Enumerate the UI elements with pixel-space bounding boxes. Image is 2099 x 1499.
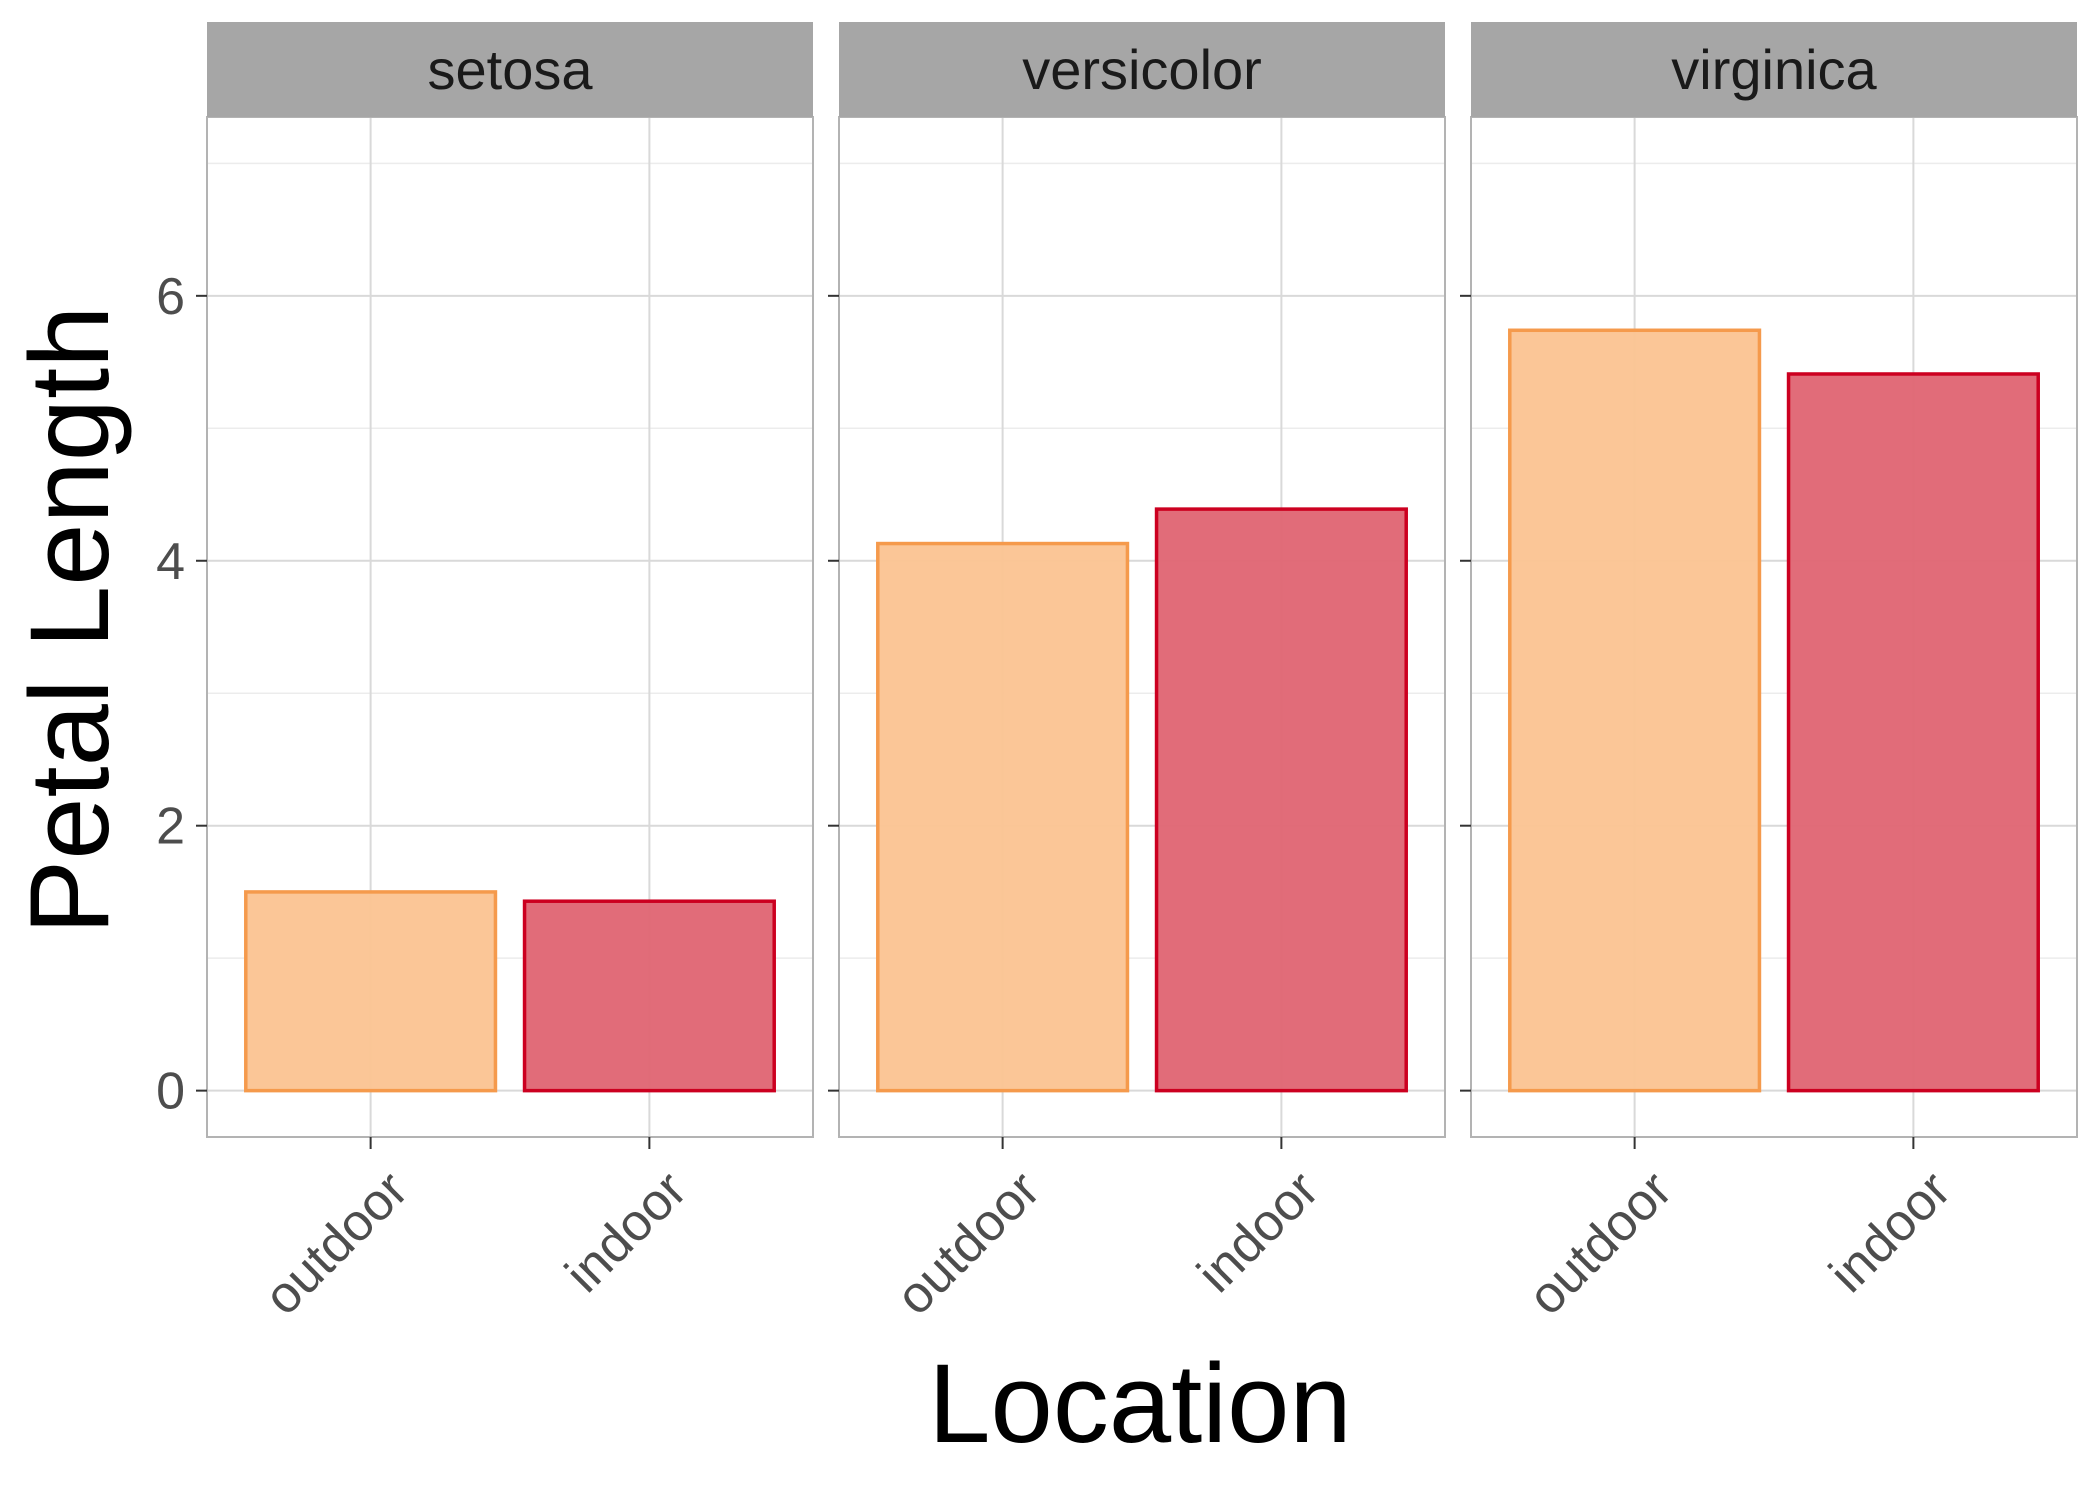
facet-panel-versicolor: versicolor outdoor indoor [828, 22, 1446, 1326]
facet-strip [207, 22, 813, 117]
facet-strip-label: versicolor [1022, 38, 1262, 101]
bar-virginica-outdoor [1508, 328, 1762, 1093]
facet-panel-virginica: virginica outdoor indoor [1460, 22, 2078, 1326]
bar-versicolor-indoor [1154, 507, 1408, 1093]
bar-setosa-indoor [522, 899, 776, 1093]
y-tick-label: 0 [156, 1063, 185, 1121]
x-tick-label: outdoor [885, 1160, 1051, 1326]
y-axis-title: Petal Length [7, 306, 132, 935]
x-tick-label: indoor [555, 1160, 698, 1303]
bar-versicolor-outdoor [876, 541, 1130, 1093]
y-tick-label: 6 [156, 268, 185, 326]
x-tick-label: outdoor [1517, 1160, 1683, 1326]
facet-strip-label: setosa [428, 38, 594, 101]
x-tick-label: indoor [1187, 1160, 1330, 1303]
facet-strip [1471, 22, 2077, 117]
x-axis-title: Location [928, 1341, 1351, 1466]
facet-strip [839, 22, 1445, 117]
panels-layer: setosa outdoor indoor versicolor outdoor indo… [156, 22, 2078, 1326]
facet-panel-setosa: setosa outdoor indoor [196, 22, 814, 1326]
x-tick-label: indoor [1819, 1160, 1962, 1303]
y-tick-label: 4 [156, 533, 185, 591]
bar-setosa-outdoor [244, 890, 498, 1093]
y-tick-label: 2 [156, 798, 185, 856]
x-tick-label: outdoor [253, 1160, 419, 1326]
facet-strip-label: virginica [1671, 38, 1877, 101]
bar-virginica-indoor [1786, 372, 2040, 1093]
